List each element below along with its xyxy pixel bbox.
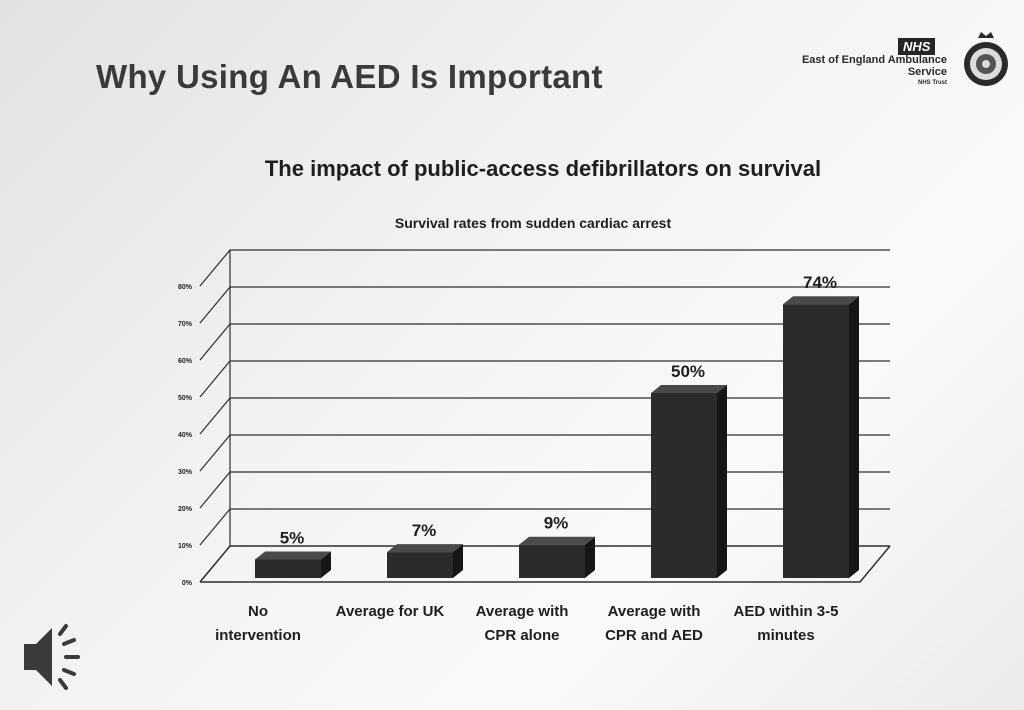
bar bbox=[255, 551, 331, 578]
gridline bbox=[199, 249, 890, 287]
crest-emblem-icon bbox=[964, 32, 1008, 86]
speaker-audio-icon[interactable] bbox=[18, 618, 100, 696]
x-category-label: Average for UK bbox=[336, 603, 445, 620]
y-tick-label: 10% bbox=[178, 543, 193, 550]
x-axis: No intervention Average for UK Average with… bbox=[215, 603, 838, 644]
bar-value-label: 5% bbox=[280, 529, 305, 548]
bars bbox=[255, 296, 859, 578]
y-tick-label: 70% bbox=[178, 321, 193, 328]
bar bbox=[651, 385, 727, 578]
bar bbox=[519, 536, 595, 578]
x-category-label: No intervention bbox=[215, 603, 301, 644]
chart-title: The impact of public-access defibrillato… bbox=[265, 156, 821, 181]
y-tick-label: 20% bbox=[178, 506, 193, 513]
x-category-label: Average with CPR alone bbox=[476, 603, 569, 644]
bar bbox=[387, 544, 463, 578]
x-category-label: Average with CPR and AED bbox=[605, 603, 703, 644]
y-tick-label: 60% bbox=[178, 358, 193, 365]
floor-edge bbox=[200, 545, 891, 583]
y-tick-label: 0% bbox=[182, 580, 193, 587]
bar-value-label: 50% bbox=[671, 362, 705, 381]
y-axis: 0% 10% 20% 30% 40% 50% 60% 70% 80% bbox=[178, 284, 193, 587]
bar bbox=[783, 296, 859, 578]
data-labels: 5% 7% 9% 50% 74% bbox=[280, 273, 837, 547]
y-tick-label: 30% bbox=[178, 469, 193, 476]
organisation-trust: NHS Trust bbox=[917, 80, 947, 86]
y-tick-label: 40% bbox=[178, 432, 193, 439]
chart-subtitle: Survival rates from sudden cardiac arres… bbox=[395, 215, 672, 231]
organisation-name: East of England Ambulance Service bbox=[801, 54, 947, 78]
bar-value-label: 7% bbox=[412, 521, 437, 540]
slide-title: Why Using An AED Is Important bbox=[96, 58, 603, 95]
x-category-label: AED within 3-5 minutes bbox=[733, 603, 838, 644]
nhs-badge: NHS bbox=[898, 38, 936, 55]
y-tick-label: 50% bbox=[178, 395, 193, 402]
bar-value-label: 9% bbox=[544, 514, 569, 533]
bar-value-label: 74% bbox=[803, 273, 837, 292]
y-tick-label: 80% bbox=[178, 284, 193, 291]
